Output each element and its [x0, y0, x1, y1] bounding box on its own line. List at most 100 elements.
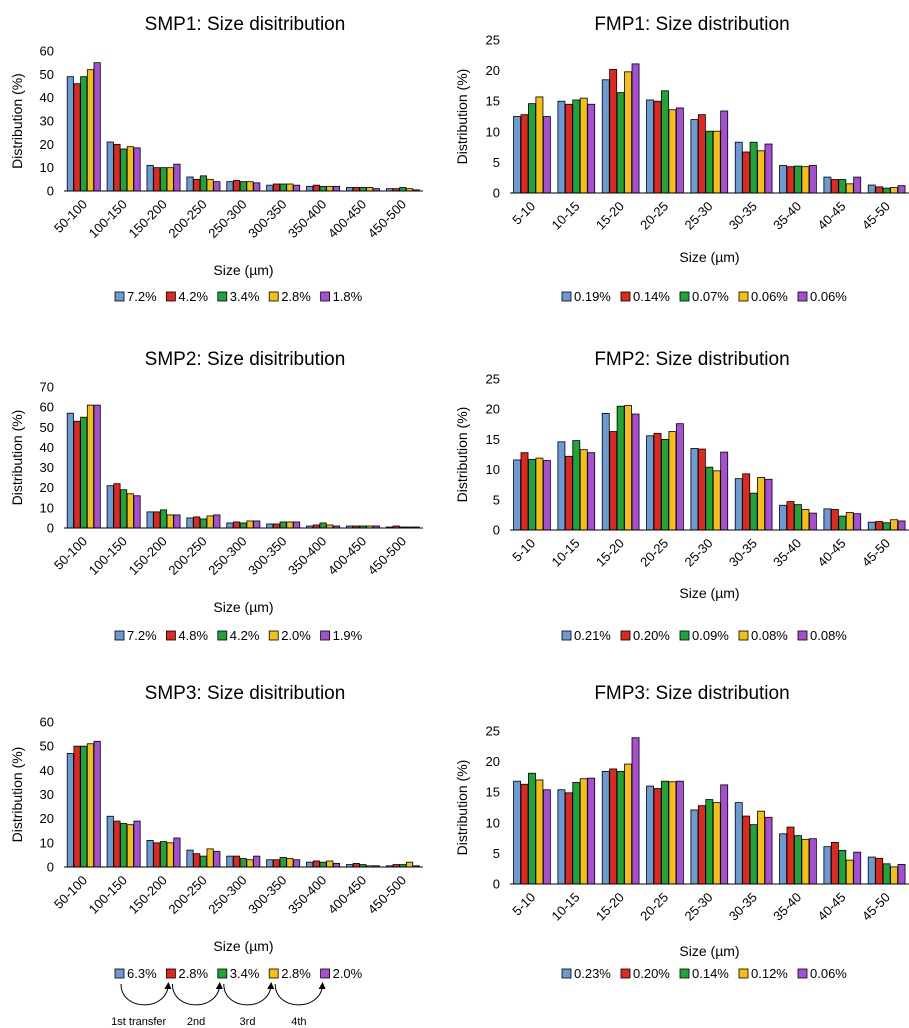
bar-0.06%-15-20	[624, 71, 633, 194]
y-tick-label: 10	[486, 462, 500, 477]
y-tick-label: 60	[40, 400, 54, 415]
legend-item: 0.06%	[797, 966, 847, 981]
y-tick-label: 30	[40, 787, 54, 802]
legend-swatch	[165, 968, 176, 979]
x-tick-label: 200-250	[165, 873, 209, 917]
y-tick-label: 10	[40, 835, 54, 850]
bar-0.07%-5-10	[528, 103, 536, 194]
bar-7.2%-250-300	[226, 181, 234, 192]
bar-0.14%-40-45	[830, 179, 839, 194]
legend-label: 0.08%	[751, 628, 788, 643]
bar-0.23%-45-50	[867, 856, 876, 885]
y-tick-label: 10	[486, 815, 500, 830]
y-tick-label: 20	[40, 137, 54, 152]
bar-0.06%-20-25	[668, 109, 677, 194]
legend-label: 0.12%	[751, 966, 788, 981]
legend-swatch	[620, 630, 631, 641]
bar-2.8%-200-250	[206, 178, 214, 192]
x-tick-label: 150-200	[125, 873, 169, 917]
bar-2.8%-200-250	[193, 853, 201, 868]
bar-1.9%-300-350	[293, 521, 301, 529]
legend-swatch	[797, 630, 808, 641]
legend-label: 2.0%	[333, 966, 363, 981]
legend-swatch	[217, 630, 228, 641]
bar-0.08%-40-45	[845, 512, 854, 531]
bar-0.20%-20-25	[653, 432, 662, 531]
bar-4.8%-100-150	[113, 483, 121, 529]
bar-0.12%-40-45	[845, 859, 854, 885]
x-axis-label: Size (µm)	[213, 938, 273, 954]
x-tick-label: 10-15	[549, 890, 583, 924]
legend-swatch	[620, 291, 631, 302]
y-axis: 0 10 20 30 40 50 60 70	[40, 380, 54, 536]
bars	[513, 737, 906, 885]
bar-7.2%-150-200	[146, 164, 154, 192]
bar-0.20%-40-45	[830, 509, 839, 531]
bar-4.2%-150-200	[153, 167, 161, 192]
bar-0.20%-10-15	[564, 792, 573, 885]
bar-2.8%-150-200	[153, 842, 161, 868]
legend-label: 0.08%	[810, 628, 847, 643]
legend-item: 0.08%	[738, 628, 788, 643]
legend-label: 3.4%	[230, 966, 260, 981]
bar-0.19%-30-35	[734, 141, 743, 194]
legend-swatch	[165, 630, 176, 641]
bar-0.06%-40-45	[853, 176, 862, 194]
bar-3.4%-350-400	[319, 185, 327, 192]
bar-0.20%-20-25	[653, 788, 662, 885]
chart-title: FMP3: Size distribution	[594, 683, 789, 704]
bar-0.06%-35-40	[808, 838, 817, 885]
legend-swatch	[114, 291, 125, 302]
bar-0.23%-40-45	[823, 846, 832, 885]
bar-2.0%-300-350	[286, 521, 294, 529]
bar-1.9%-200-250	[213, 514, 221, 529]
bar-0.09%-5-10	[528, 458, 536, 531]
x-tick-label: 35-40	[770, 199, 804, 233]
legend-item: 0.21%	[561, 628, 611, 643]
x-tick-label: 40-45	[815, 199, 849, 233]
bar-0.21%-15-20	[601, 413, 610, 531]
bar-0.14%-15-20	[616, 770, 625, 885]
bar-0.14%-20-25	[653, 100, 662, 194]
legend-swatch	[320, 968, 331, 979]
bar-0.06%-30-35	[764, 816, 773, 885]
x-tick-label: 15-20	[593, 890, 627, 924]
bar-0.07%-30-35	[749, 141, 758, 194]
bar-0.06%-10-15	[587, 103, 596, 194]
legend-label: 0.06%	[810, 966, 847, 981]
x-tick-label: 250-300	[205, 197, 249, 241]
bar-7.2%-200-250	[186, 176, 194, 192]
bar-1.9%-100-150	[133, 495, 141, 529]
legend-label: 4.8%	[178, 628, 208, 643]
legend-swatch	[738, 291, 749, 302]
bar-0.08%-35-40	[801, 509, 810, 531]
x-tick-label: 25-30	[682, 890, 716, 924]
x-axis-label: Size (µm)	[679, 249, 739, 265]
x-axis: 50-100100-150150-200200-250250-300300-35…	[51, 534, 409, 578]
bar-0.08%-5-10	[535, 457, 544, 531]
x-tick-label: 40-45	[815, 890, 849, 924]
bar-4.2%-400-450	[352, 187, 360, 192]
bar-2.8%-450-500	[406, 861, 414, 868]
legend-item: 0.12%	[738, 966, 788, 981]
bar-2.8%-400-450	[352, 862, 360, 868]
bar-2.0%-50-100	[86, 404, 94, 529]
legend-swatch	[268, 291, 279, 302]
bar-3.4%-400-450	[359, 187, 367, 192]
legend-item: 1.8%	[320, 289, 363, 304]
chart-4: FMP2: Size distribution 0 5 10 15 20 25 Distrib…	[454, 349, 909, 643]
bar-0.12%-30-35	[757, 810, 766, 885]
x-tick-label: 300-350	[245, 197, 289, 241]
bar-6.3%-250-300	[226, 855, 234, 868]
bar-0.09%-40-45	[838, 515, 847, 531]
bar-0.08%-35-40	[808, 512, 817, 531]
x-axis-label: Size (µm)	[679, 585, 739, 601]
bar-0.23%-25-30	[690, 809, 699, 885]
y-tick-label: 40	[40, 90, 54, 105]
y-axis: 0 10 20 30 40 50 60	[40, 44, 54, 199]
y-tick-label: 0	[493, 523, 500, 538]
bar-0.23%-5-10	[513, 780, 521, 885]
y-tick-label: 15	[486, 785, 500, 800]
x-tick-label: 35-40	[770, 536, 804, 570]
legend-item: 2.0%	[268, 628, 311, 643]
